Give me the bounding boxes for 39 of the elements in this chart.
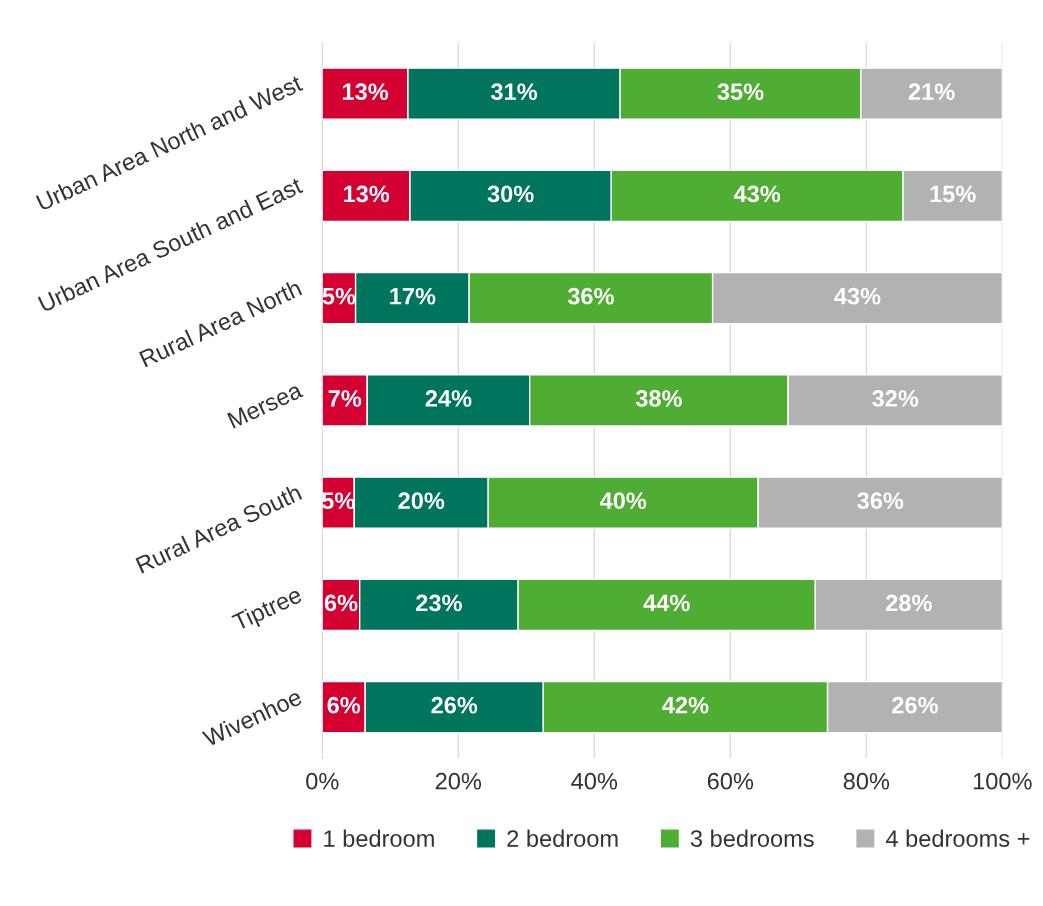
x-tick-label: 100%	[973, 772, 1032, 790]
legend-label: 3 bedrooms	[690, 829, 814, 847]
data-label: 6%	[324, 594, 358, 612]
x-tick-label: 40%	[571, 772, 618, 790]
data-label: 44%	[643, 594, 690, 612]
y-tick-label: Rural Area South	[135, 483, 303, 574]
data-label: 26%	[892, 696, 938, 714]
legend-label: 1 bedroom	[324, 829, 434, 847]
data-label: 26%	[431, 696, 478, 714]
x-tick-label: 0%	[306, 772, 339, 790]
data-label: 23%	[416, 594, 462, 612]
data-label: 15%	[930, 185, 976, 203]
data-label: 30%	[487, 185, 534, 203]
data-label: 13%	[342, 83, 389, 101]
data-label: 35%	[717, 83, 764, 101]
data-label: 21%	[908, 83, 955, 100]
data-label: 20%	[398, 492, 445, 510]
data-label: 36%	[857, 492, 904, 510]
data-label: 13%	[344, 185, 390, 203]
data-label: 31%	[490, 83, 538, 101]
data-label: 32%	[872, 390, 919, 407]
data-label: 7%	[328, 390, 362, 407]
y-tick-label: Rural Area North	[138, 278, 303, 368]
x-tick-label: 80%	[843, 772, 890, 790]
data-label: 40%	[599, 492, 647, 510]
data-label: 6%	[327, 696, 361, 714]
data-label: 36%	[567, 287, 614, 305]
data-label: 17%	[390, 287, 436, 305]
data-label: 43%	[834, 287, 881, 305]
y-tick-label: Tiptree	[231, 585, 305, 636]
data-label: 42%	[662, 696, 709, 714]
data-label: 43%	[733, 185, 781, 203]
data-label: 24%	[425, 390, 472, 407]
legend-label: 2 bedroom	[507, 829, 618, 847]
x-tick-label: 20%	[435, 772, 482, 790]
x-tick-label: 60%	[707, 772, 754, 790]
legend-label: 4 bedrooms +	[885, 829, 1030, 847]
data-label: 38%	[635, 390, 682, 407]
data-label: 28%	[886, 594, 932, 612]
